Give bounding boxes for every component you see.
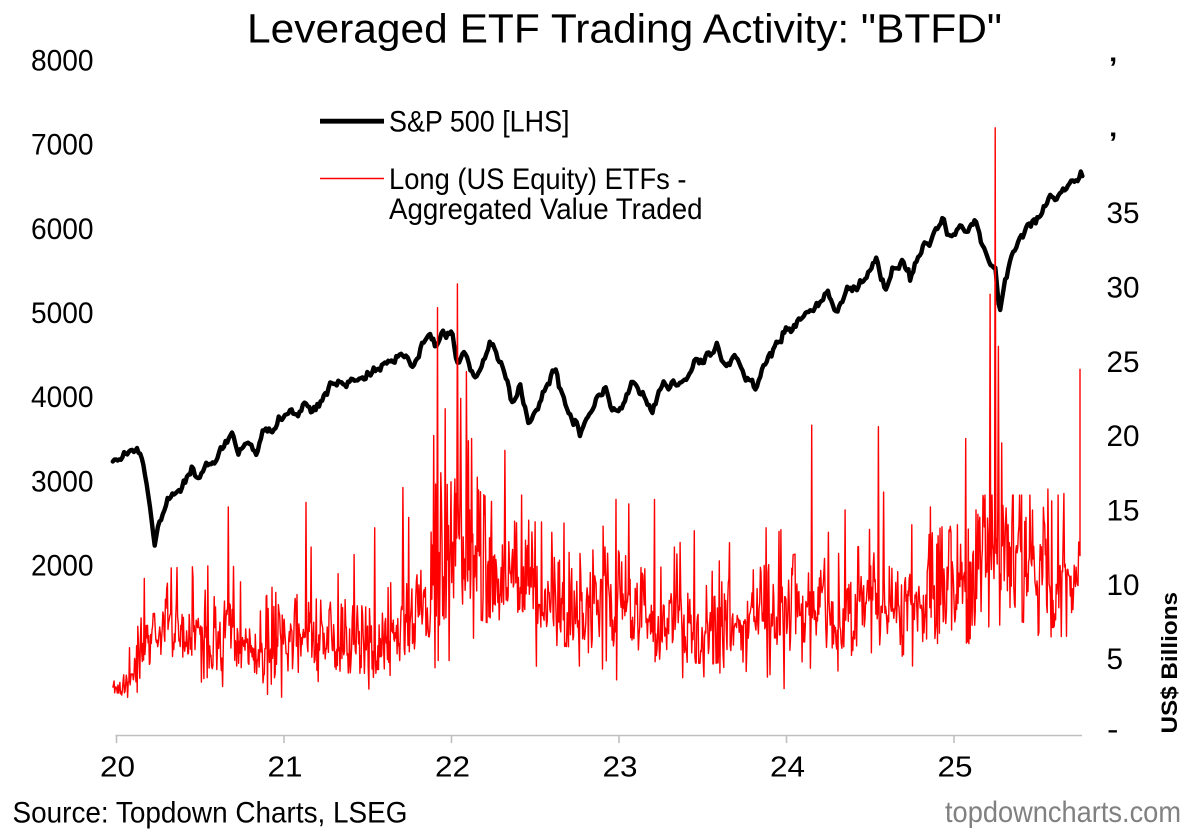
- svg-text:10: 10: [1107, 569, 1140, 602]
- svg-text:S&P 500 [LHS]: S&P 500 [LHS]: [389, 106, 570, 139]
- svg-text:Leveraged ETF Trading Activity: Leveraged ETF Trading Activity: "BTFD": [247, 6, 1002, 52]
- svg-text:Source: Topdown Charts, LSEG: Source: Topdown Charts, LSEG: [13, 797, 408, 830]
- svg-text:5000: 5000: [31, 297, 94, 330]
- svg-text:23: 23: [603, 752, 638, 784]
- svg-text:5: 5: [1107, 643, 1124, 676]
- svg-text:2000: 2000: [31, 550, 94, 583]
- svg-text:7000: 7000: [31, 129, 94, 162]
- svg-text:’: ’: [1109, 127, 1117, 160]
- svg-text:15: 15: [1107, 495, 1140, 528]
- svg-text:35: 35: [1107, 197, 1140, 230]
- svg-text:topdowncharts.com: topdowncharts.com: [945, 796, 1181, 829]
- svg-text:20: 20: [1107, 420, 1140, 453]
- svg-text:Long (US Equity) ETFs -: Long (US Equity) ETFs -: [389, 163, 687, 196]
- svg-text:8000: 8000: [31, 44, 94, 77]
- svg-text:24: 24: [770, 752, 805, 784]
- svg-text:30: 30: [1107, 271, 1140, 304]
- svg-text:25: 25: [938, 752, 973, 784]
- svg-text:21: 21: [268, 752, 303, 784]
- svg-text:’: ’: [1109, 52, 1117, 85]
- svg-text:22: 22: [435, 752, 470, 784]
- svg-text:3000: 3000: [31, 465, 94, 498]
- svg-text:US$ Billions: US$ Billions: [1157, 592, 1182, 734]
- svg-text:25: 25: [1107, 346, 1140, 379]
- svg-text:4000: 4000: [31, 381, 94, 414]
- svg-text:-: -: [1107, 713, 1119, 746]
- svg-text:20: 20: [100, 752, 135, 784]
- svg-text:Aggregated Value Traded: Aggregated Value Traded: [389, 193, 703, 226]
- svg-text:6000: 6000: [31, 213, 94, 246]
